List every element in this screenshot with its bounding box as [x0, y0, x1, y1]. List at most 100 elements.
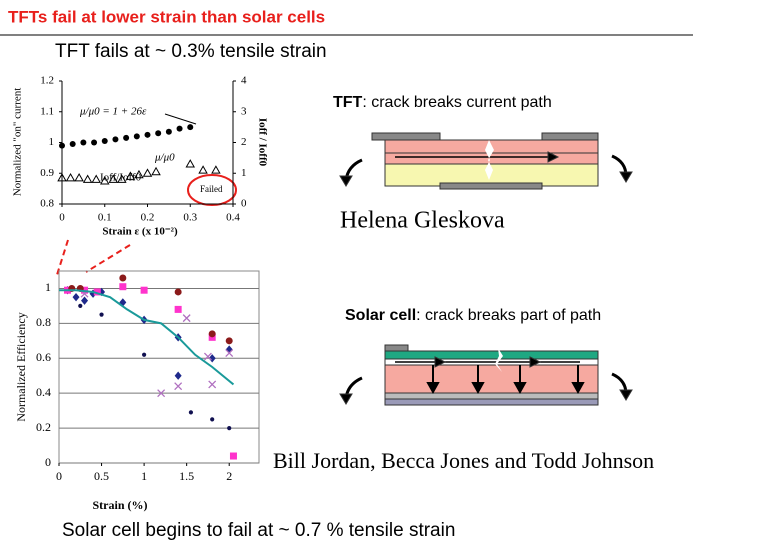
solar-label: Solar cell: crack breaks part of path [345, 307, 601, 324]
data-point [174, 288, 182, 296]
data-point [99, 312, 104, 317]
data-point [208, 354, 216, 363]
y-axis-label: Normalized Efficiency [14, 312, 28, 421]
fit-line [59, 289, 235, 386]
chart: 0 0.2 0.4 0.6 0.8 1 0 0.5 1 1.5 2 Strain (%) Normali… [14, 270, 260, 512]
x-tick-label: 2 [226, 469, 232, 483]
data-point [69, 141, 76, 148]
solar-author: Bill Jordan, Becca Jones and Todd Johnso… [273, 448, 654, 473]
data-point [174, 305, 182, 313]
data-point [198, 165, 208, 174]
label-text: : crack breaks current path [362, 94, 551, 111]
y-tick-label: 0.2 [36, 420, 51, 434]
data-point [176, 125, 183, 132]
data-point [74, 172, 84, 182]
x-axis-label: Strain ε (x 10⁻²) [102, 226, 178, 238]
failed-highlight [187, 174, 237, 206]
y-tick-label: 1 [45, 280, 51, 294]
x-tick-label: 0 [59, 212, 65, 224]
x-axis-label: Strain (%) [93, 498, 148, 512]
data-point [225, 337, 233, 345]
data-point [208, 380, 217, 389]
annotation-arrow [164, 113, 197, 125]
y-tick-label: 0.8 [40, 198, 54, 210]
plot-area [58, 270, 260, 464]
y-tick-label: 1.1 [40, 105, 54, 117]
label-bold: Solar cell [345, 307, 416, 324]
y-tick-label: 0 [45, 455, 51, 469]
data-point [65, 172, 76, 182]
x-tick-label: 0.5 [94, 469, 109, 483]
data-point [72, 292, 80, 302]
data-point [112, 136, 119, 143]
data-point [82, 174, 93, 183]
data-point [185, 159, 196, 168]
data-point [229, 452, 237, 460]
data-point [211, 165, 221, 174]
data-point [101, 137, 108, 144]
data-point [174, 371, 182, 380]
data-point [157, 389, 166, 398]
data-point [225, 349, 234, 357]
data-point [151, 166, 161, 176]
chart: 0.8 0.9 1 1.1 1.2 0 1 2 3 4 0 0.1 0.2 0.3 0.4 Strain ε … [12, 75, 269, 238]
data-point [208, 330, 216, 338]
annotation: Ioff/Ioff0 [100, 172, 142, 184]
tft-label: TFT: crack breaks current path [333, 94, 552, 111]
data-point [174, 382, 183, 391]
y2-tick-label: 1 [241, 167, 247, 179]
data-point [165, 128, 172, 135]
data-point [91, 139, 98, 146]
data-point [227, 425, 232, 431]
data-point [188, 410, 194, 415]
y-tick-label: 0.9 [40, 167, 54, 179]
data-point [80, 139, 87, 146]
tft-diagram [339, 132, 633, 190]
connector [55, 239, 131, 279]
data-point [210, 417, 215, 422]
label-text: : crack breaks part of path [416, 307, 601, 324]
data-point [142, 352, 147, 357]
data-point [125, 171, 136, 180]
data-point [108, 174, 119, 183]
label-bold: TFT [333, 94, 363, 111]
data-point [59, 142, 65, 149]
tft-author: Helena Gleskova [340, 208, 505, 234]
data-point [123, 134, 130, 141]
x-tick-label: 0.3 [183, 212, 197, 224]
y-axis-label: Normalized "on" current [12, 88, 24, 197]
annotation: Failed [200, 184, 223, 194]
x-tick-label: 0.2 [141, 212, 155, 224]
data-point [81, 296, 89, 305]
y-tick-label: 0.4 [36, 385, 51, 399]
data-point [93, 288, 101, 296]
x-tick-label: 1.5 [179, 469, 194, 483]
y-tick-label: 1.2 [40, 75, 54, 87]
bottom-caption: Solar cell begins to fail at ~ 0.7 % ten… [62, 520, 455, 541]
data-point [119, 283, 127, 291]
data-point [119, 274, 127, 282]
y2-tick-label: 4 [241, 75, 247, 87]
annotation: μ/μ0 = 1 + 26ε [79, 106, 147, 118]
y2-tick-label: 3 [241, 105, 247, 117]
data-point [203, 352, 212, 361]
y2-axis-label: Ioff / Ioff0 [256, 118, 268, 167]
x-tick-label: 0 [56, 469, 62, 483]
data-point [140, 286, 148, 294]
top-caption: TFT fails at ~ 0.3% tensile strain [55, 41, 327, 62]
annotation: μ/μ0 [154, 152, 175, 164]
data-point [144, 131, 151, 138]
data-point [78, 303, 83, 309]
y-tick-label: 1 [49, 136, 55, 148]
slide-title: TFTs fail at lower strain than solar cel… [8, 7, 325, 26]
data-point [99, 176, 110, 185]
data-point [91, 174, 101, 183]
x-tick-label: 0.4 [226, 212, 240, 224]
x-tick-label: 1 [141, 469, 147, 483]
data-point [142, 168, 153, 177]
solar-diagram [339, 344, 633, 406]
y2-tick-label: 2 [241, 136, 247, 148]
data-point [182, 314, 191, 323]
data-point [155, 130, 162, 137]
